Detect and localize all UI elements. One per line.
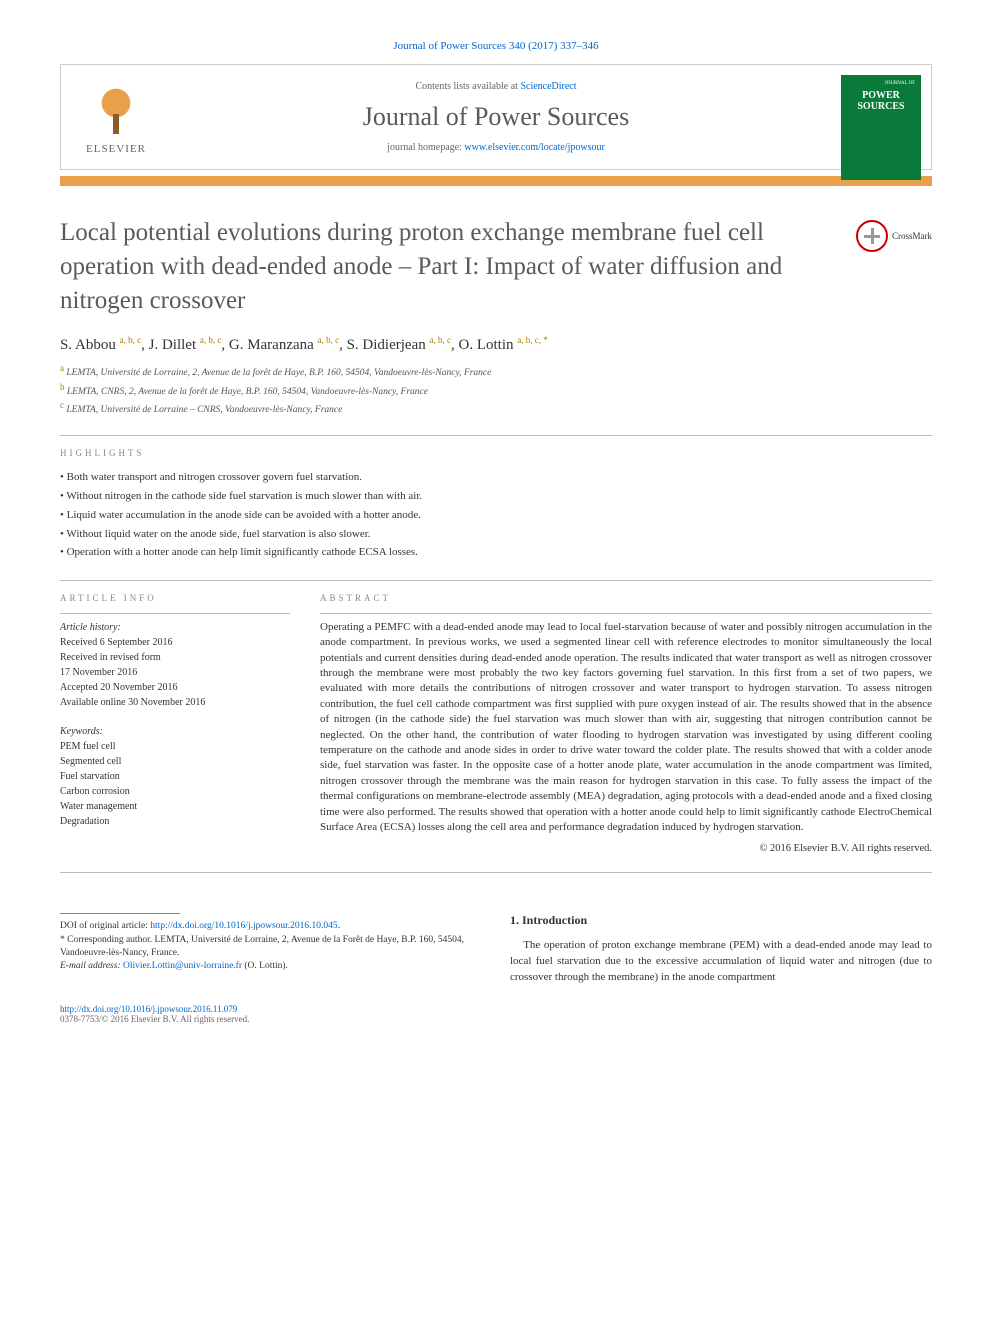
info-abstract-row: ARTICLE INFO Article history: Received 6… xyxy=(60,593,932,854)
author: J. Dillet a, b, c xyxy=(149,337,222,353)
article-info-column: ARTICLE INFO Article history: Received 6… xyxy=(60,593,290,854)
introduction-paragraph: The operation of proton exchange membran… xyxy=(510,938,932,986)
divider xyxy=(60,435,932,436)
history-line: Available online 30 November 2016 xyxy=(60,695,290,710)
divider xyxy=(60,580,932,581)
keyword: Degradation xyxy=(60,814,290,829)
title-row: Local potential evolutions during proton… xyxy=(60,216,932,317)
keyword: Fuel starvation xyxy=(60,769,290,784)
introduction-column: 1. Introduction The operation of proton … xyxy=(510,913,932,986)
highlight-item: Liquid water accumulation in the anode s… xyxy=(60,506,932,525)
journal-header-box: ELSEVIER Contents lists available at Sci… xyxy=(60,64,932,170)
highlight-item: Without nitrogen in the cathode side fue… xyxy=(60,487,932,506)
crossmark-widget[interactable]: CrossMark xyxy=(856,220,932,252)
keyword: Water management xyxy=(60,799,290,814)
original-doi-line: DOI of original article: http://dx.doi.o… xyxy=(60,920,480,933)
divider xyxy=(60,872,932,873)
sciencedirect-link[interactable]: ScienceDirect xyxy=(520,81,576,92)
affiliation: a LEMTA, Université de Lorraine, 2, Aven… xyxy=(60,362,932,380)
footer-doi: http://dx.doi.org/10.1016/j.jpowsour.201… xyxy=(60,1004,932,1014)
author: S. Abbou a, b, c xyxy=(60,337,141,353)
footer-issn-line: 0378-7753/© 2016 Elsevier B.V. All right… xyxy=(60,1014,932,1024)
journal-name: Journal of Power Sources xyxy=(181,102,811,132)
history-line: Received in revised form xyxy=(60,650,290,665)
footnotes-column: DOI of original article: http://dx.doi.o… xyxy=(60,913,480,986)
highlight-item: Without liquid water on the anode side, … xyxy=(60,525,932,544)
contents-prefix: Contents lists available at xyxy=(415,81,520,92)
contents-lists-line: Contents lists available at ScienceDirec… xyxy=(181,81,811,92)
footnote-rule xyxy=(60,913,180,914)
affiliations: a LEMTA, Université de Lorraine, 2, Aven… xyxy=(60,362,932,417)
author: O. Lottin a, b, c, * xyxy=(458,337,547,353)
keywords-block: Keywords: PEM fuel cellSegmented cellFue… xyxy=(60,724,290,829)
author-list: S. Abbou a, b, c, J. Dillet a, b, c, G. … xyxy=(60,335,932,354)
journal-cover-thumbnail: JOURNAL OF POWER SOURCES xyxy=(841,75,921,180)
lower-columns: DOI of original article: http://dx.doi.o… xyxy=(60,913,932,986)
abstract-column: ABSTRACT Operating a PEMFC with a dead-e… xyxy=(320,593,932,854)
abstract-copyright: © 2016 Elsevier B.V. All rights reserved… xyxy=(320,843,932,854)
keyword: Segmented cell xyxy=(60,754,290,769)
highlight-item: Both water transport and nitrogen crosso… xyxy=(60,468,932,487)
history-line: Received 6 September 2016 xyxy=(60,635,290,650)
author: G. Maranzana a, b, c xyxy=(229,337,339,353)
keywords-heading: Keywords: xyxy=(60,724,290,739)
article-history-block: Article history: Received 6 September 20… xyxy=(60,620,290,710)
crossmark-icon xyxy=(856,220,888,252)
keyword: PEM fuel cell xyxy=(60,739,290,754)
homepage-prefix: journal homepage: xyxy=(387,142,464,153)
accent-bar xyxy=(60,176,932,186)
footer-doi-link[interactable]: http://dx.doi.org/10.1016/j.jpowsour.201… xyxy=(60,1004,237,1014)
highlights-list: Both water transport and nitrogen crosso… xyxy=(60,468,932,561)
elsevier-wordmark: ELSEVIER xyxy=(86,143,146,155)
divider xyxy=(60,613,290,614)
author: S. Didierjean a, b, c xyxy=(347,337,451,353)
affiliation: c LEMTA, Université de Lorraine – CNRS, … xyxy=(60,399,932,417)
corresponding-email-link[interactable]: Olivier.Lottin@univ-lorraine.fr xyxy=(123,961,242,971)
homepage-link[interactable]: www.elsevier.com/locate/jpowsour xyxy=(464,142,604,153)
affiliation: b LEMTA, CNRS, 2, Avenue de la forêt de … xyxy=(60,381,932,399)
keyword: Carbon corrosion xyxy=(60,784,290,799)
divider xyxy=(320,613,932,614)
original-doi-link[interactable]: http://dx.doi.org/10.1016/j.jpowsour.201… xyxy=(150,921,337,931)
email-author: (O. Lottin). xyxy=(242,961,288,971)
cover-small-label: JOURNAL OF xyxy=(847,81,915,86)
cover-title: POWER SOURCES xyxy=(847,90,915,112)
history-line: Accepted 20 November 2016 xyxy=(60,680,290,695)
paper-title: Local potential evolutions during proton… xyxy=(60,216,836,317)
email-line: E-mail address: Olivier.Lottin@univ-lorr… xyxy=(60,960,480,973)
abstract-label: ABSTRACT xyxy=(320,593,932,603)
journal-homepage-line: journal homepage: www.elsevier.com/locat… xyxy=(181,142,811,153)
history-heading: Article history: xyxy=(60,620,290,635)
crossmark-label: CrossMark xyxy=(892,231,932,241)
history-line: 17 November 2016 xyxy=(60,665,290,680)
highlights-label: HIGHLIGHTS xyxy=(60,448,932,458)
corresponding-author-note: * Corresponding author. LEMTA, Universit… xyxy=(60,934,480,961)
elsevier-logo: ELSEVIER xyxy=(71,75,161,159)
introduction-heading: 1. Introduction xyxy=(510,913,932,928)
doi-prefix: DOI of original article: xyxy=(60,921,150,931)
highlight-item: Operation with a hotter anode can help l… xyxy=(60,543,932,562)
email-label: E-mail address: xyxy=(60,961,123,971)
elsevier-tree-icon xyxy=(86,79,146,139)
doi-suffix: . xyxy=(338,921,340,931)
abstract-text: Operating a PEMFC with a dead-ended anod… xyxy=(320,620,932,835)
article-info-label: ARTICLE INFO xyxy=(60,593,290,603)
citation-line: Journal of Power Sources 340 (2017) 337–… xyxy=(60,40,932,52)
